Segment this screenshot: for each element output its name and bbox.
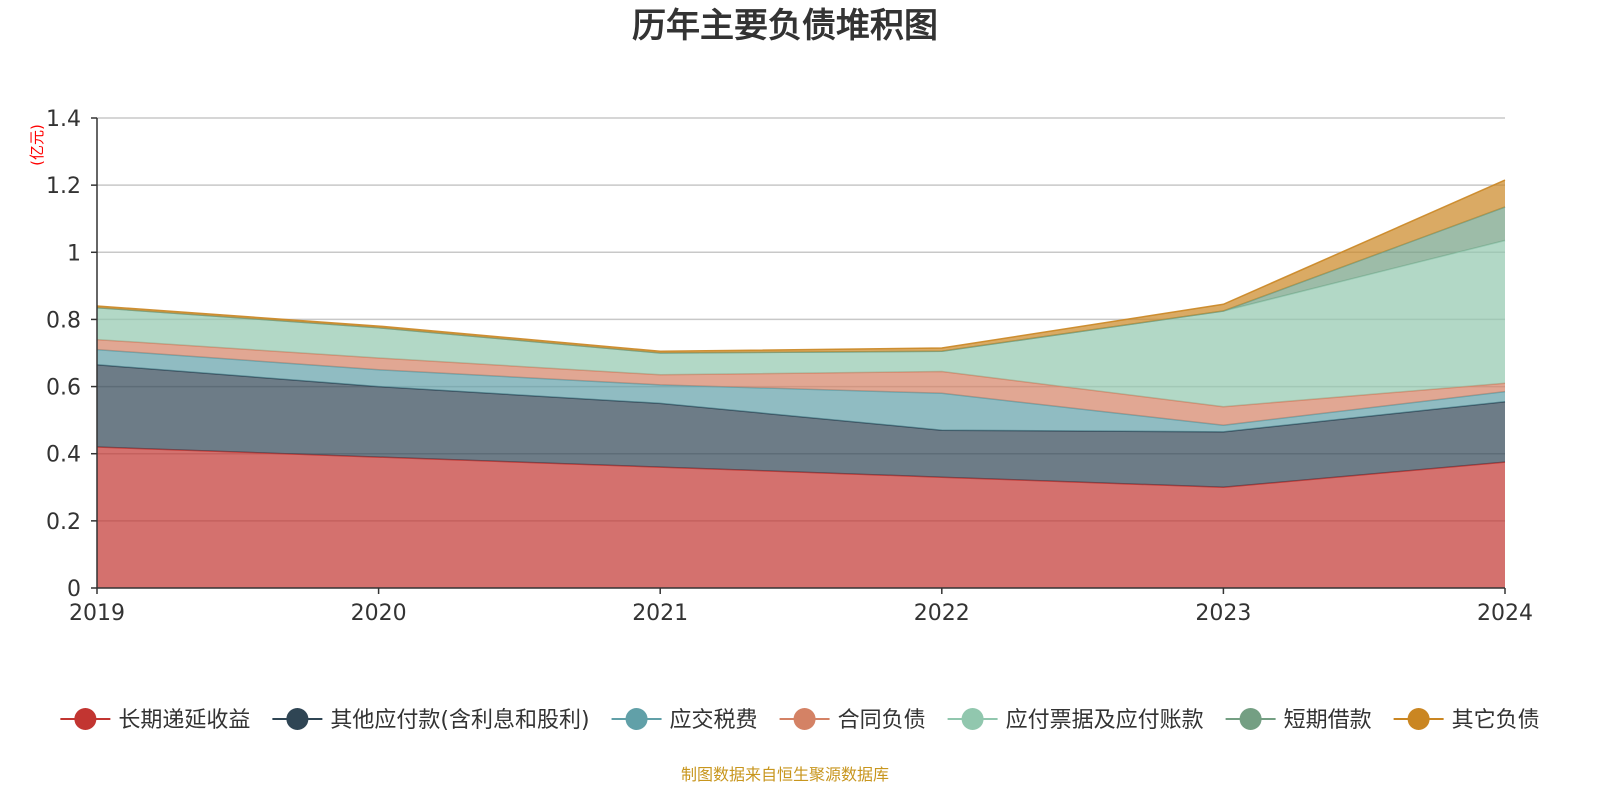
data-source-note: 制图数据来自恒生聚源数据库 (681, 765, 889, 784)
y-axis-unit-label: (亿元) (28, 124, 46, 166)
area-series-4 (97, 339, 1505, 426)
area-series-5 (97, 240, 1505, 407)
legend-label: 应付票据及应付账款 (1006, 708, 1204, 733)
x-tick-label: 2023 (1195, 601, 1251, 626)
x-tick-label: 2019 (69, 601, 125, 626)
legend-item[interactable]: 短期借款 (1225, 708, 1372, 733)
y-tick-label: 0.8 (46, 308, 81, 333)
y-tick-label: 1 (67, 241, 81, 266)
area-series-2 (97, 364, 1505, 488)
y-tick-label: 0.4 (46, 443, 81, 468)
area-series-1 (97, 447, 1505, 588)
area-series-line-7 (96, 179, 1506, 353)
x-tick-label: 2024 (1477, 601, 1533, 626)
legend-circle-marker (793, 708, 816, 730)
legend-label: 长期递延收益 (118, 708, 250, 733)
y-tick-label: 1.2 (46, 174, 81, 199)
legend-circle-marker (74, 708, 97, 730)
legend-circle-marker (1407, 708, 1430, 730)
x-tick-label: 2020 (351, 601, 407, 626)
legend-circle-marker (1239, 708, 1262, 730)
x-tick-label: 2022 (914, 601, 970, 626)
legend-label: 合同负债 (838, 708, 926, 733)
legend-item[interactable]: 合同负债 (779, 708, 926, 733)
legend-circle-marker (286, 708, 309, 730)
chart-title: 历年主要负债堆积图 (632, 6, 938, 46)
legend-item[interactable]: 其它负债 (1393, 708, 1540, 733)
legend-label: 应交税费 (670, 708, 758, 733)
area-series-3 (97, 349, 1505, 432)
y-tick-label: 0.6 (46, 376, 81, 401)
axes: 0 0.2 0.4 0.6 0.8 1 1.2 1.4 2019 2020 2021 2022 2023… (46, 107, 1533, 626)
area-series-layer (96, 179, 1506, 588)
legend: 长期递延收益 其他应付款(含利息和股利) 应交税费 合同负债 应付票据及应付账款 短期借款… (60, 708, 1540, 733)
legend-item[interactable]: 应交税费 (611, 708, 758, 733)
legend-item[interactable]: 其他应付款(含利息和股利) (272, 708, 590, 733)
y-tick-label: 0.2 (46, 510, 81, 535)
legend-item[interactable]: 长期递延收益 (60, 708, 250, 733)
legend-circle-marker (625, 708, 648, 730)
legend-item[interactable]: 应付票据及应付账款 (947, 708, 1204, 733)
legend-label: 短期借款 (1284, 708, 1372, 733)
legend-circle-marker (961, 708, 984, 730)
y-tick-label: 0 (67, 577, 81, 602)
legend-label: 其他应付款(含利息和股利) (330, 708, 589, 733)
y-tick-label: 1.4 (46, 107, 81, 132)
x-tick-label: 2021 (632, 601, 688, 626)
legend-label: 其它负债 (1452, 708, 1540, 733)
